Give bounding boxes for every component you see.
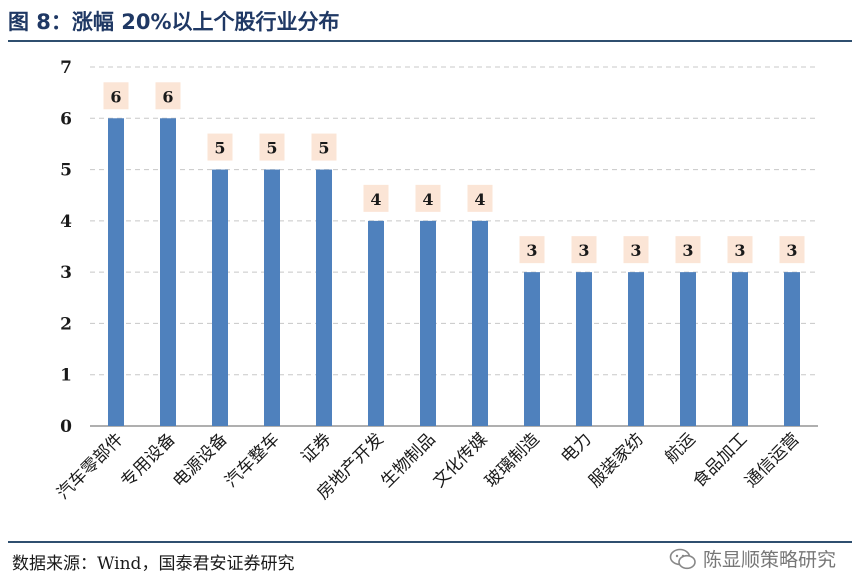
data-label: 3 bbox=[526, 241, 537, 260]
data-label-bg bbox=[623, 236, 649, 264]
bar bbox=[108, 118, 124, 427]
category-label: 电力 bbox=[557, 429, 595, 467]
data-label-bg bbox=[467, 184, 493, 212]
data-label-bg bbox=[311, 133, 337, 161]
chart-title: 图 8：涨幅 20%以上个股行业分布 bbox=[8, 10, 340, 34]
watermark: 陈显顺策略研究 bbox=[669, 545, 836, 572]
bar bbox=[628, 272, 644, 426]
data-label: 5 bbox=[214, 139, 225, 158]
y-tick-label: 2 bbox=[60, 314, 72, 334]
category-label: 通信运营 bbox=[741, 429, 803, 491]
data-label-bg bbox=[779, 236, 805, 264]
data-label-bg bbox=[207, 133, 233, 161]
bar bbox=[524, 272, 540, 426]
source-note: 数据来源：Wind，国泰君安证券研究 bbox=[12, 554, 295, 574]
data-label-bg bbox=[519, 236, 545, 264]
data-label: 6 bbox=[110, 87, 121, 106]
category-label: 服装家纺 bbox=[585, 429, 647, 491]
bar bbox=[368, 220, 384, 426]
data-label: 4 bbox=[474, 190, 485, 209]
data-label-bg bbox=[259, 133, 285, 161]
category-label: 电源设备 bbox=[169, 429, 231, 491]
y-tick-label: 7 bbox=[60, 58, 72, 78]
data-label: 3 bbox=[786, 241, 797, 260]
category-label: 汽车整车 bbox=[221, 429, 283, 491]
data-label: 5 bbox=[266, 139, 277, 158]
data-label-bg bbox=[675, 236, 701, 264]
category-label: 专用设备 bbox=[117, 429, 179, 491]
data-label: 3 bbox=[682, 241, 693, 260]
data-label: 6 bbox=[162, 87, 173, 106]
category-label: 生物制品 bbox=[377, 429, 439, 491]
data-label: 3 bbox=[734, 241, 745, 260]
data-label: 3 bbox=[578, 241, 589, 260]
data-label: 4 bbox=[370, 190, 381, 209]
bar bbox=[784, 272, 800, 426]
bar bbox=[316, 169, 332, 427]
bar bbox=[576, 272, 592, 426]
title-rule bbox=[8, 40, 852, 42]
category-label: 汽车零部件 bbox=[53, 429, 127, 503]
bar bbox=[420, 220, 436, 426]
data-label-bg bbox=[363, 184, 389, 212]
y-tick-label: 3 bbox=[60, 263, 72, 283]
data-label-bg bbox=[103, 82, 129, 110]
data-label: 4 bbox=[422, 190, 433, 209]
y-tick-label: 0 bbox=[60, 417, 72, 437]
category-label: 证券 bbox=[297, 429, 335, 467]
bar bbox=[264, 169, 280, 427]
bar bbox=[212, 169, 228, 427]
data-label-bg bbox=[415, 184, 441, 212]
bar-chart: 012345676汽车零部件6专用设备5电源设备5汽车整车5证券4房地产开发4生… bbox=[53, 58, 818, 504]
category-label: 食品加工 bbox=[689, 429, 751, 491]
bar bbox=[160, 118, 176, 427]
data-label: 3 bbox=[630, 241, 641, 260]
y-tick-label: 5 bbox=[60, 161, 72, 181]
data-label: 5 bbox=[318, 139, 329, 158]
data-label-bg bbox=[155, 82, 181, 110]
data-label-bg bbox=[727, 236, 753, 264]
bar bbox=[732, 272, 748, 426]
wechat-icon bbox=[669, 548, 696, 569]
y-tick-label: 1 bbox=[60, 366, 72, 386]
bar bbox=[472, 220, 488, 426]
bar bbox=[680, 272, 696, 426]
watermark-text: 陈显顺策略研究 bbox=[702, 549, 836, 571]
category-label: 航运 bbox=[661, 429, 699, 467]
data-label-bg bbox=[571, 236, 597, 264]
y-tick-label: 6 bbox=[60, 109, 72, 129]
category-label: 文化传媒 bbox=[429, 429, 491, 491]
category-label: 玻璃制造 bbox=[481, 429, 543, 491]
footer-rule bbox=[8, 541, 852, 543]
y-tick-label: 4 bbox=[60, 212, 72, 232]
